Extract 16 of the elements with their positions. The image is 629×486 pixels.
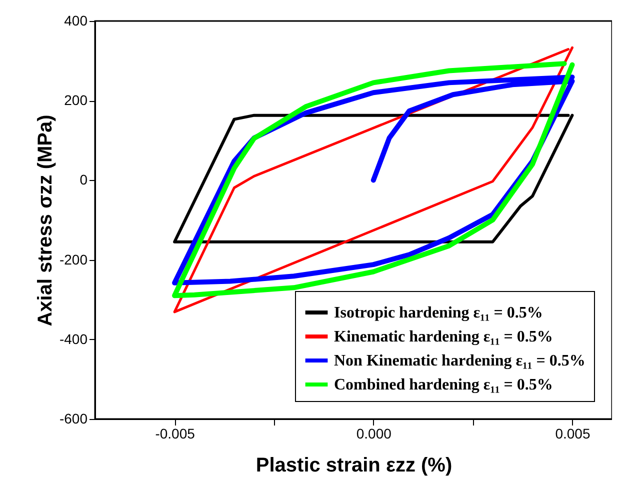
y-tick-label: 0	[80, 172, 88, 188]
legend-label: Non Kinematic hardening ε₁₁ = 0.5%	[334, 352, 586, 370]
x-tick-label: 0.000	[356, 426, 392, 442]
y-tick-label: 400	[64, 12, 88, 28]
x-tick-label: -0.005	[155, 426, 196, 442]
y-tick-label: -200	[59, 251, 88, 268]
y-tick-label: -600	[59, 410, 88, 426]
y-axis-title: Axial stress σzz (MPa)	[34, 114, 56, 326]
x-axis-title: Plastic strain εzz (%)	[256, 454, 452, 476]
y-tick-label: -400	[59, 330, 88, 347]
legend-label: Kinematic hardening ε₁₁ = 0.5%	[334, 328, 553, 346]
legend-label: Isotropic hardening ε₁₁ = 0.5%	[334, 304, 543, 322]
y-tick-label: 200	[64, 92, 88, 108]
x-tick-label: 0.005	[555, 426, 590, 442]
legend-label: Combined hardening ε₁₁ = 0.5%	[334, 376, 553, 394]
line-series	[173, 114, 574, 244]
